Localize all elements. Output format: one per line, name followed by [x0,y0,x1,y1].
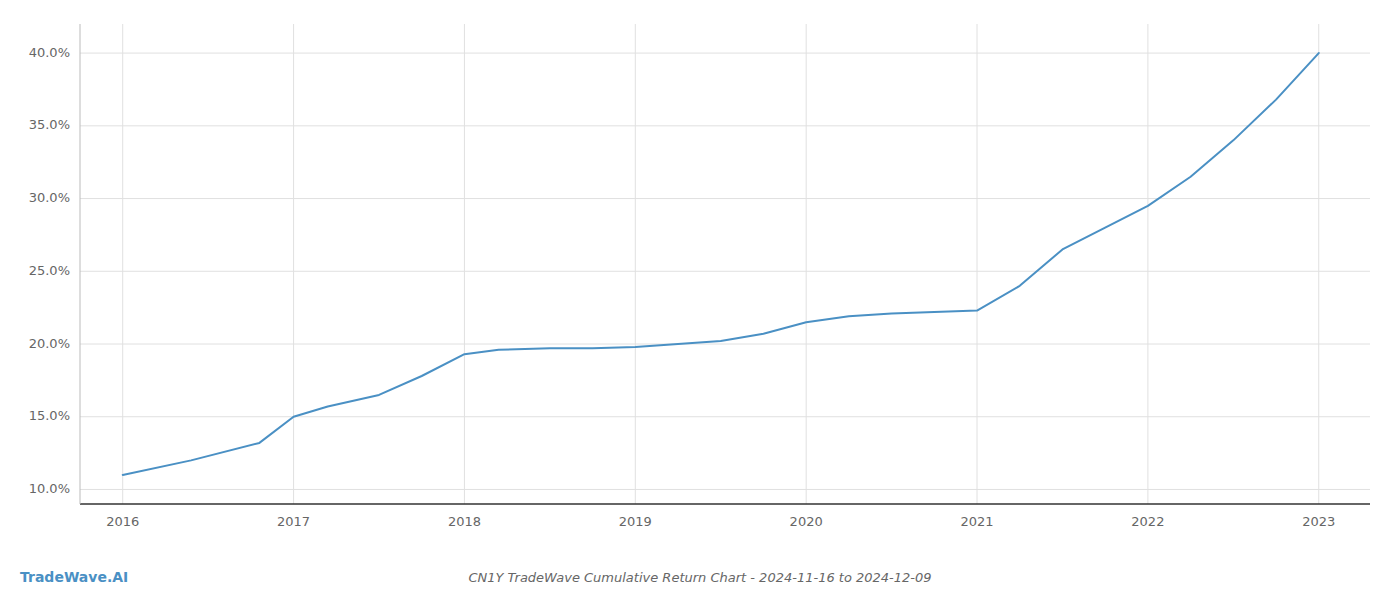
y-tick-label: 20.0% [29,336,70,351]
y-tick-label: 10.0% [29,481,70,496]
x-grid-line [977,24,978,504]
y-grid-line [80,53,1370,54]
x-grid-line [293,24,294,504]
x-grid-line [1318,24,1319,504]
x-grid-line [464,24,465,504]
y-grid-line [80,344,1370,345]
y-grid-line [80,271,1370,272]
y-tick-label: 40.0% [29,45,70,60]
plot-area [123,53,1319,475]
x-grid-line [806,24,807,504]
x-tick-label: 2023 [1302,514,1335,529]
chart-title: CN1Y TradeWave Cumulative Return Chart -… [468,570,931,585]
y-tick-label: 30.0% [29,190,70,205]
x-tick-label: 2018 [448,514,481,529]
x-tick-label: 2020 [790,514,823,529]
watermark: TradeWave.AI [20,569,128,585]
y-grid-line [80,489,1370,490]
y-axis-line [80,24,81,504]
grid [80,24,1370,504]
line-series [123,53,1319,475]
y-tick-label: 35.0% [29,117,70,132]
x-axis-line [80,503,1370,505]
x-tick-label: 2021 [960,514,993,529]
x-tick-label: 2019 [619,514,652,529]
axes: 10.0% 15.0% 20.0% 25.0% 30.0% 35.0% 40.0% 2016 2… [29,24,1370,529]
y-tick-label: 25.0% [29,263,70,278]
x-tick-label: 2016 [106,514,139,529]
y-grid-line [80,198,1370,199]
y-tick-label: 15.0% [29,408,70,423]
chart-container: 10.0% 15.0% 20.0% 25.0% 30.0% 35.0% 40.0% 2016 2… [0,0,1400,600]
x-tick-label: 2022 [1131,514,1164,529]
x-grid-line [635,24,636,504]
y-grid-line [80,125,1370,126]
x-tick-label: 2017 [277,514,310,529]
x-grid-line [1147,24,1148,504]
y-grid-line [80,416,1370,417]
x-grid-line [122,24,123,504]
chart-svg: 10.0% 15.0% 20.0% 25.0% 30.0% 35.0% 40.0% 2016 2… [0,0,1400,600]
